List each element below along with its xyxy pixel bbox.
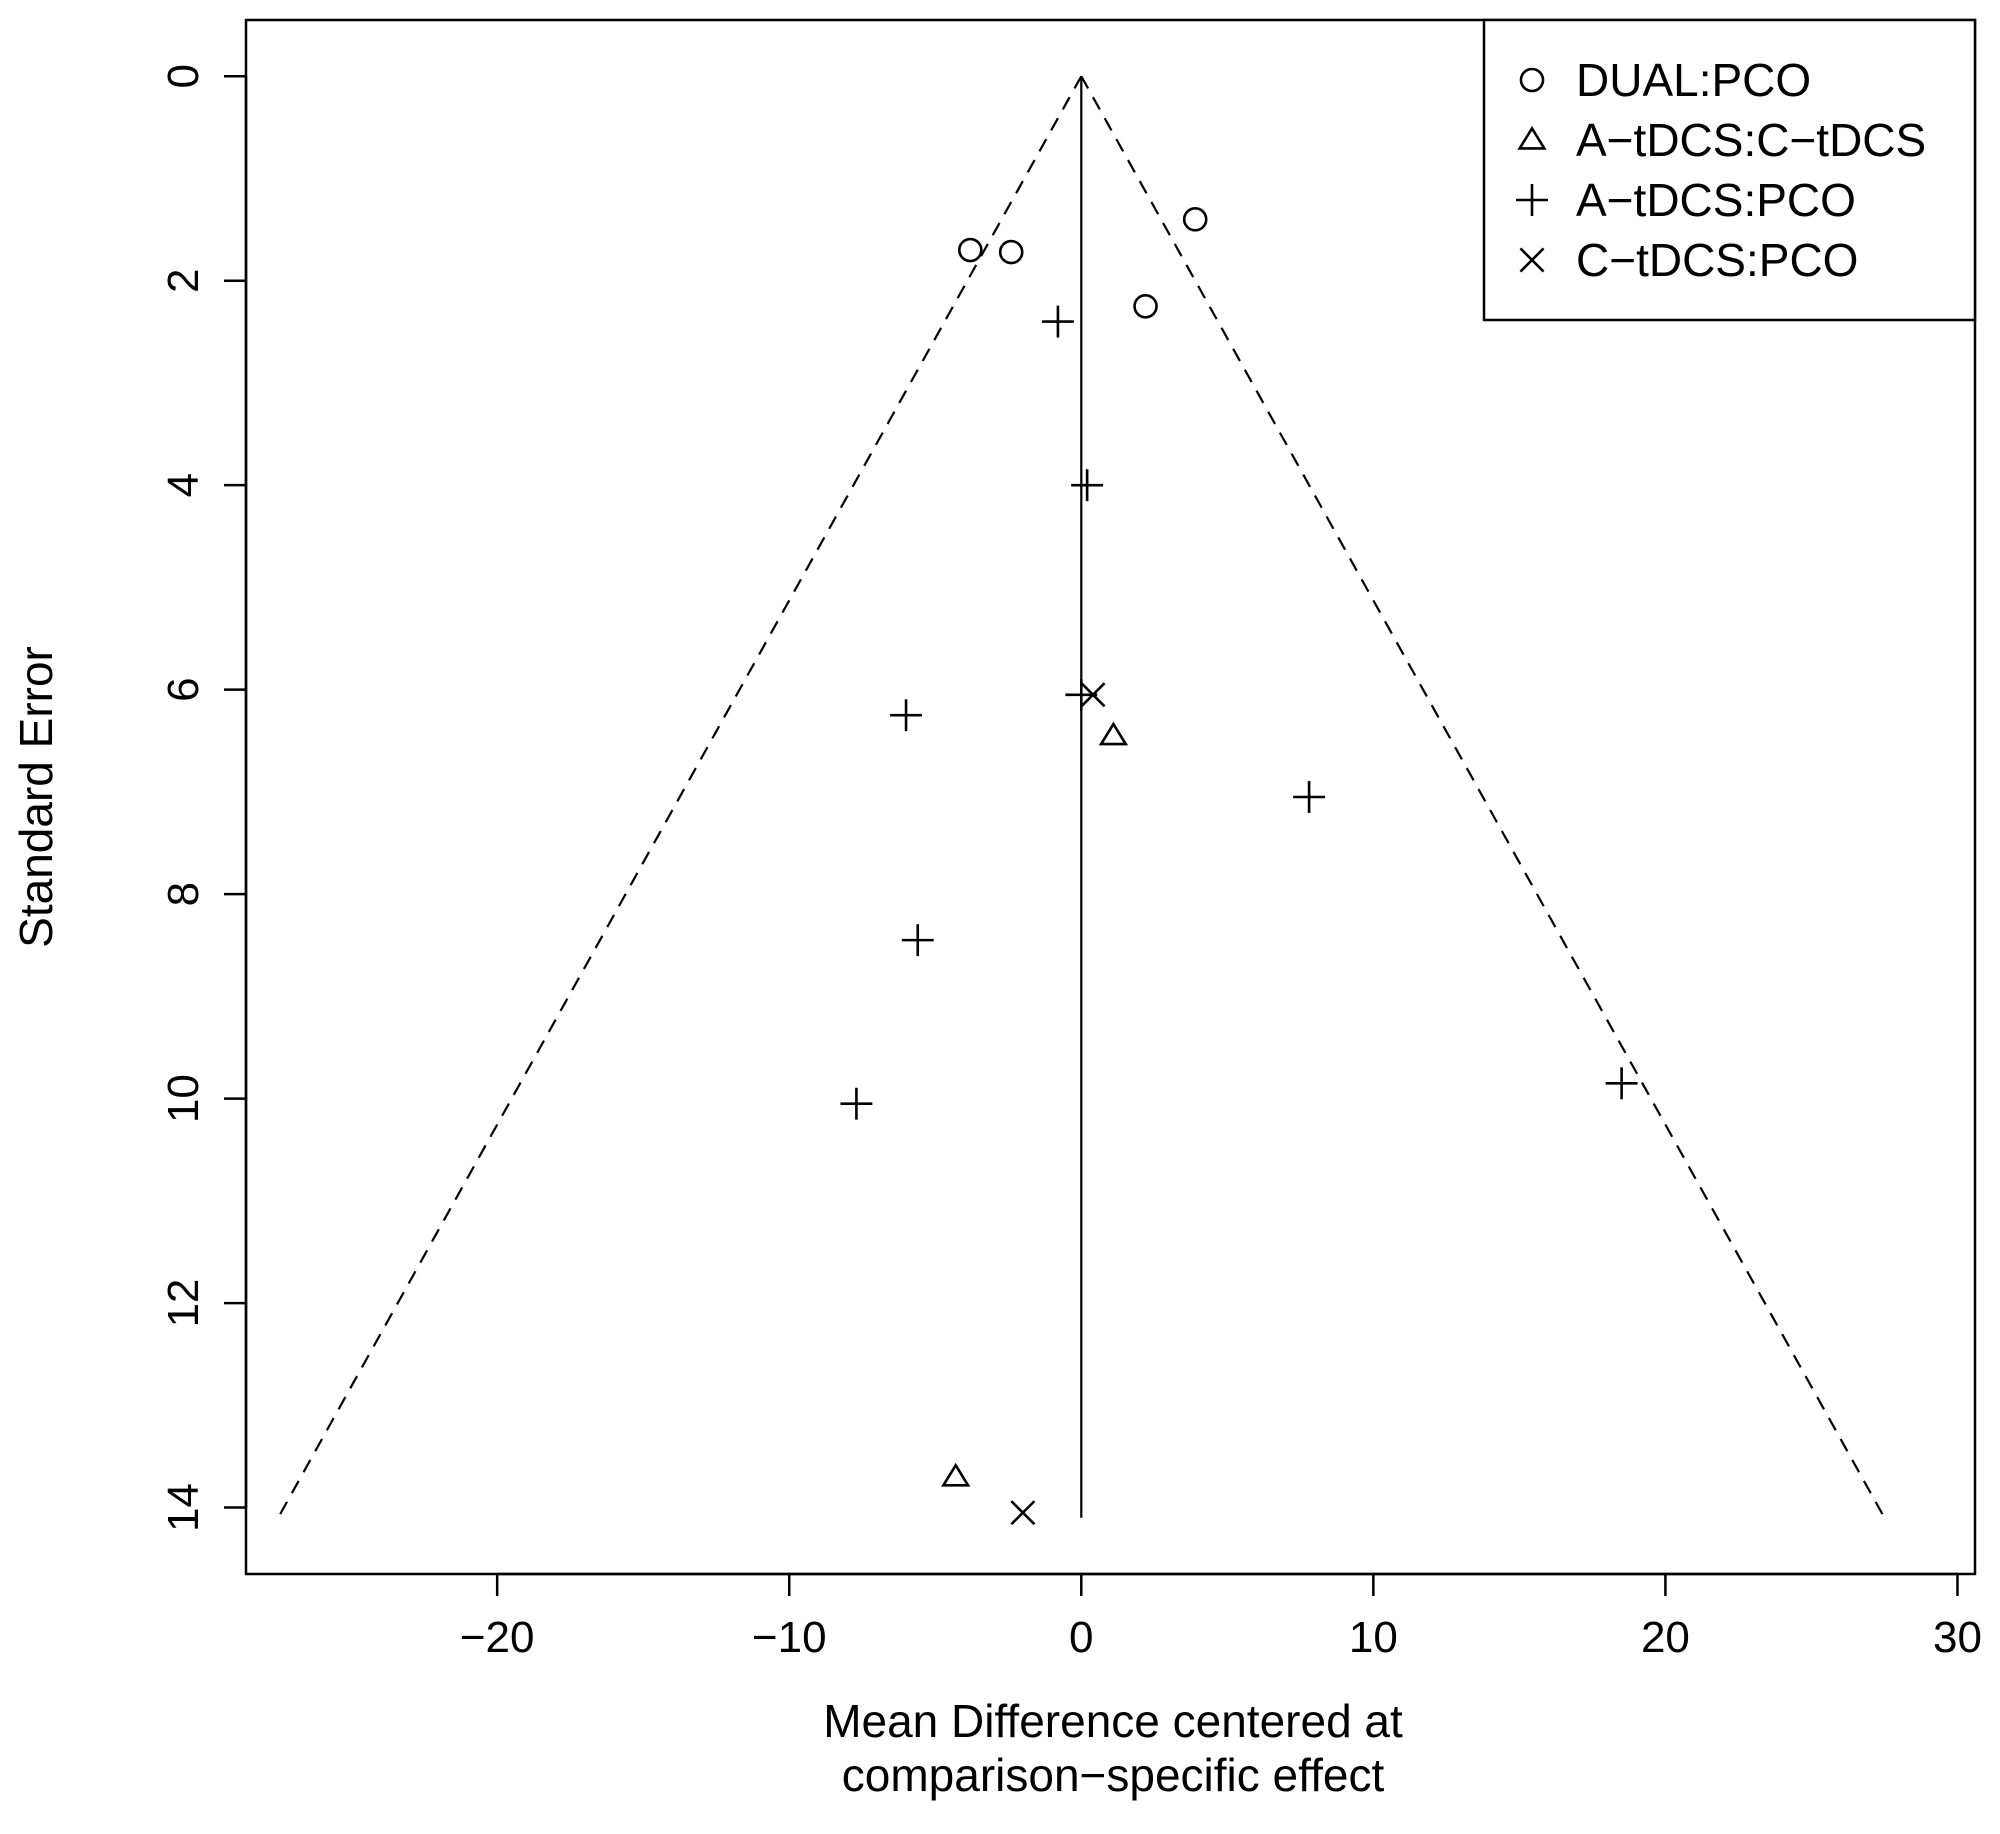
y-axis: 0 2 4 6 8 10 12 14 <box>159 64 248 1532</box>
series-cross <box>1010 682 1106 1526</box>
marker-circle <box>998 239 1024 265</box>
data-point-circle <box>998 239 1024 265</box>
data-point-triangle <box>941 1462 971 1487</box>
legend-plus-icon <box>1516 184 1548 216</box>
marker-cross-b <box>1010 1500 1036 1526</box>
marker-cross-b <box>1519 247 1545 273</box>
legend-box <box>1482 18 1977 322</box>
marker-triangle <box>941 1462 971 1487</box>
marker-circle <box>958 237 983 263</box>
y-axis-title: Standard Error <box>10 646 62 948</box>
legend-entry: A−tDCS:PCO <box>1516 174 1856 226</box>
x-axis-title-line-2: comparison−specific effect <box>842 1749 1385 1801</box>
data-point-plus <box>890 699 923 732</box>
x-tick-label: 0 <box>1069 1613 1093 1662</box>
funnel-right-line <box>1080 75 1886 1519</box>
funnel-left-line <box>277 75 1083 1519</box>
y-tick-label: 14 <box>159 1483 208 1532</box>
x-axis-title-line-1: Mean Difference centered at <box>823 1695 1403 1747</box>
x-tick-label: 20 <box>1641 1613 1690 1662</box>
data-point-triangle <box>1098 721 1129 746</box>
data-point-plus <box>1293 781 1326 813</box>
data-point-circle <box>958 237 983 263</box>
x-tick-label: −10 <box>752 1613 827 1662</box>
marker-cross-b <box>1080 682 1106 708</box>
legend-label: DUAL:PCO <box>1576 54 1811 106</box>
marker-circle <box>1133 293 1158 319</box>
legend-circle-icon <box>1519 67 1545 93</box>
legend: DUAL:PCO A−tDCS:C−tDCS A−tDCS:PCO C−tDCS:PC… <box>1482 18 1977 322</box>
y-tick-label: 8 <box>159 882 208 906</box>
data-point-circle <box>1182 207 1208 232</box>
y-tick-label: 6 <box>159 677 208 701</box>
marker-triangle <box>1517 125 1547 150</box>
legend-entry: C−tDCS:PCO <box>1519 234 1858 286</box>
data-point-plus <box>1605 1067 1638 1100</box>
y-tick-label: 2 <box>159 268 208 292</box>
legend-entries: DUAL:PCO A−tDCS:C−tDCS A−tDCS:PCO C−tDCS:PC… <box>1516 54 1926 286</box>
marker-triangle <box>1098 721 1129 746</box>
x-axis: −20 −10 0 10 20 30 <box>460 1572 1982 1662</box>
y-tick-label: 0 <box>159 64 208 88</box>
legend-cross-icon <box>1519 247 1545 273</box>
data-point-plus <box>901 924 934 957</box>
legend-label: C−tDCS:PCO <box>1576 234 1858 286</box>
x-tick-label: 10 <box>1349 1613 1398 1662</box>
marker-circle <box>1519 67 1545 93</box>
series-triangle <box>941 721 1129 1487</box>
data-point-cross <box>1010 1500 1036 1526</box>
data-point-plus <box>1071 469 1104 502</box>
legend-label: A−tDCS:PCO <box>1576 174 1856 226</box>
legend-entry: DUAL:PCO <box>1519 54 1811 106</box>
marker-circle <box>1182 207 1208 232</box>
legend-triangle-icon <box>1517 125 1547 150</box>
y-tick-label: 4 <box>159 473 208 497</box>
series-circle <box>958 207 1208 319</box>
points-layer <box>840 207 1638 1526</box>
funnel-layer <box>277 75 1886 1519</box>
legend-entry: A−tDCS:C−tDCS <box>1517 114 1926 166</box>
x-tick-label: 30 <box>1933 1613 1982 1662</box>
data-point-plus <box>1041 305 1074 338</box>
data-point-circle <box>1133 293 1158 319</box>
y-tick-label: 12 <box>159 1279 208 1328</box>
y-tick-label: 10 <box>159 1074 208 1123</box>
x-tick-label: −20 <box>460 1613 535 1662</box>
series-plus <box>840 305 1638 1120</box>
data-point-cross <box>1080 682 1106 708</box>
data-point-plus <box>840 1087 873 1120</box>
legend-label: A−tDCS:C−tDCS <box>1576 114 1926 166</box>
